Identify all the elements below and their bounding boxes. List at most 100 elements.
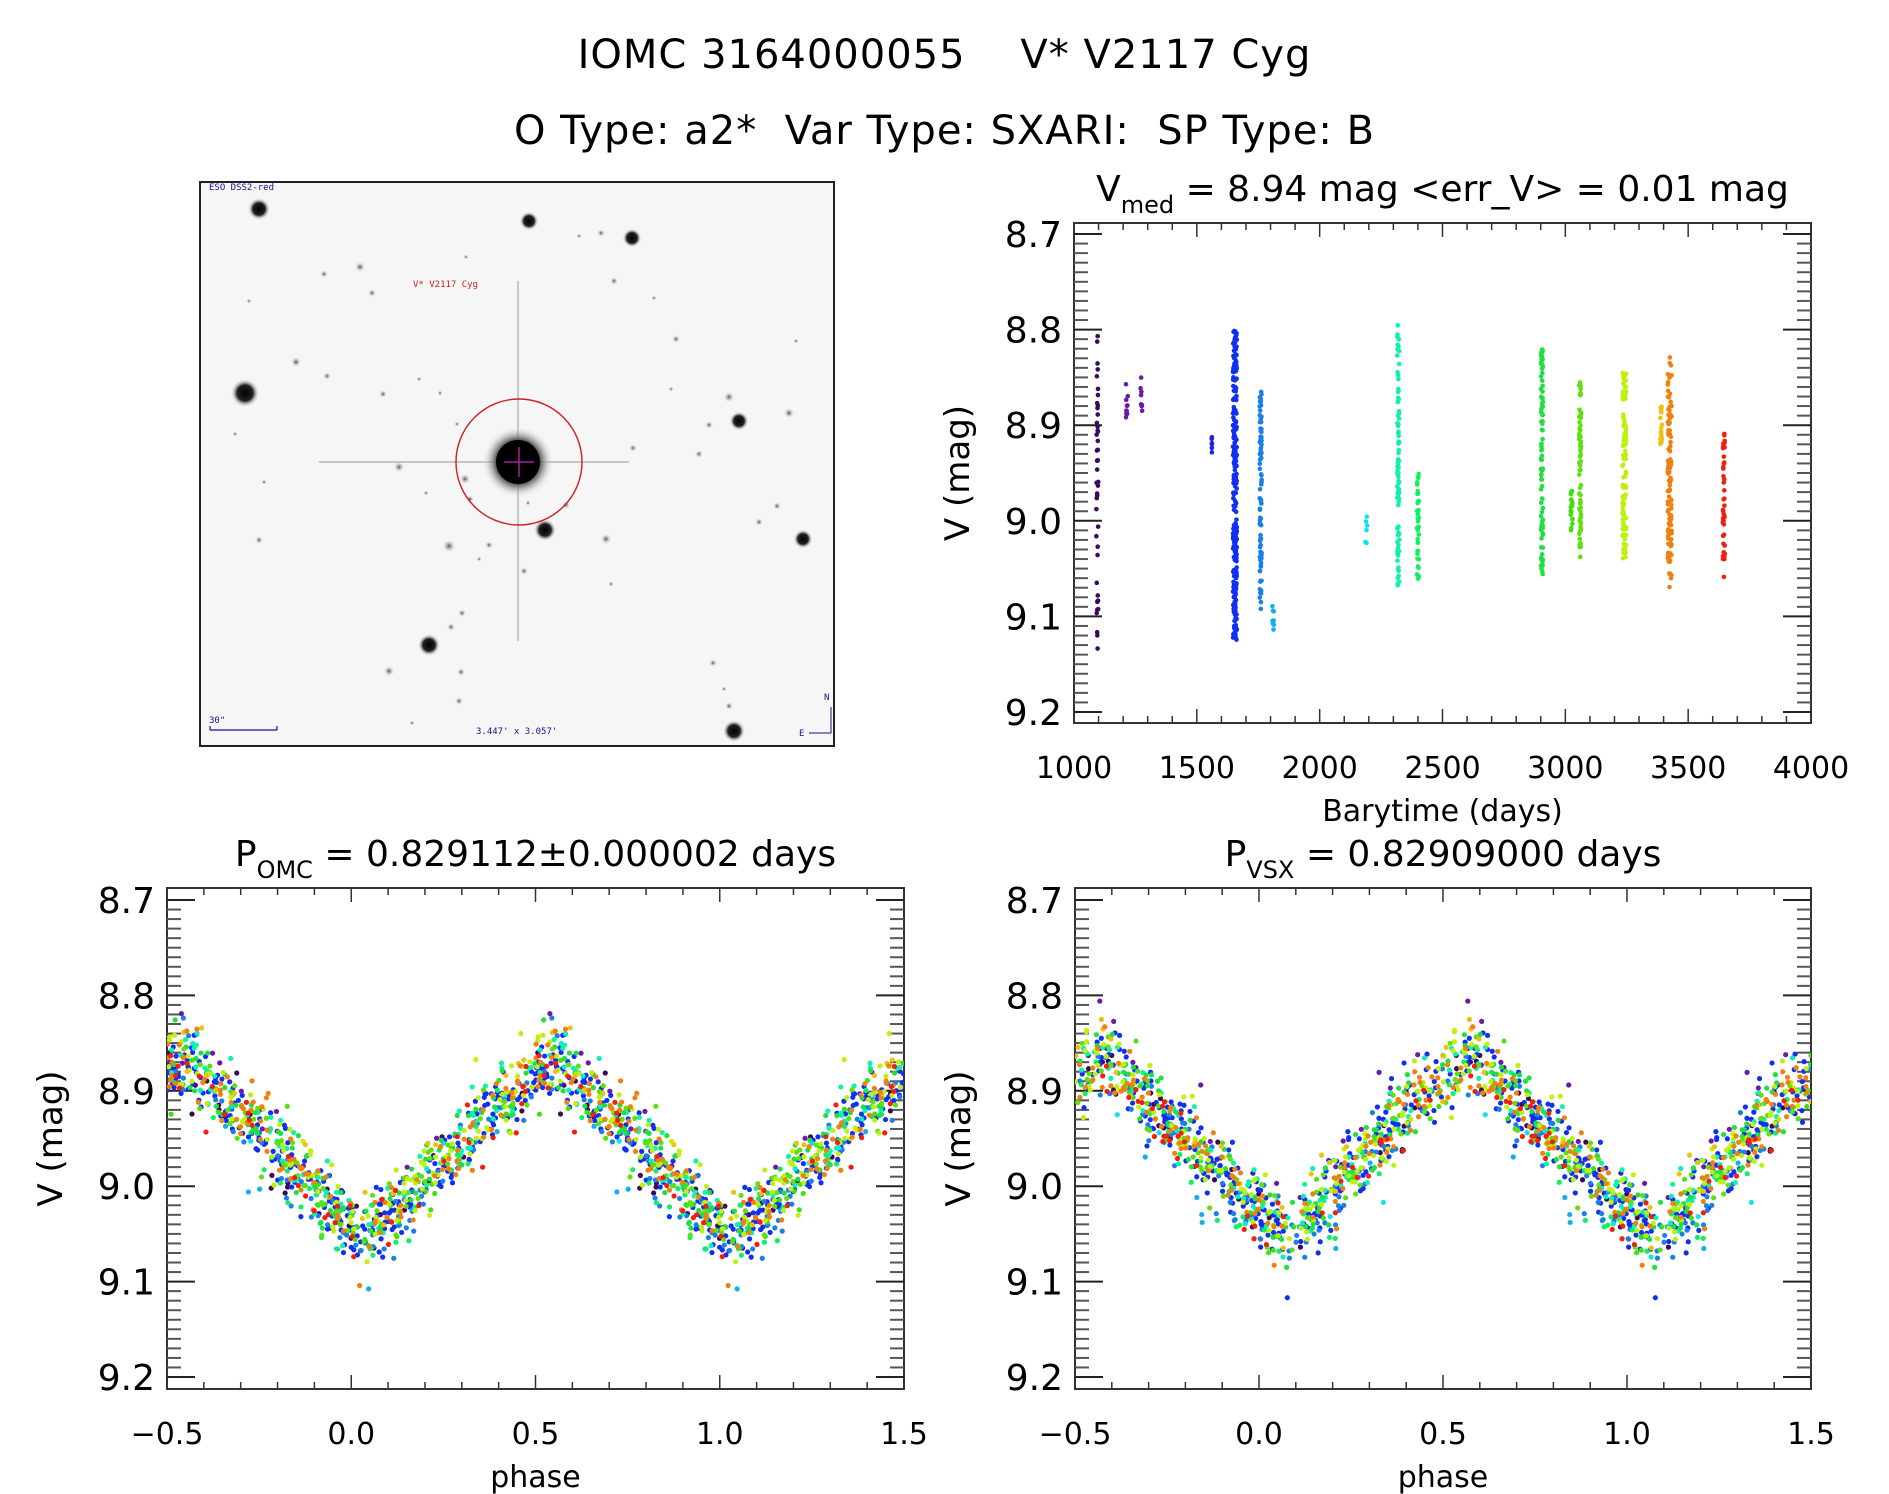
data-point xyxy=(1578,512,1584,518)
field-star xyxy=(484,540,494,550)
data-point xyxy=(241,1139,247,1145)
data-point xyxy=(752,1214,759,1221)
field-star xyxy=(576,233,582,239)
field-star xyxy=(437,390,443,396)
data-point xyxy=(664,1133,670,1139)
data-point xyxy=(1599,1210,1605,1217)
data-point xyxy=(1258,389,1264,395)
data-point xyxy=(815,1134,821,1140)
data-point xyxy=(762,1167,768,1173)
data-point xyxy=(1175,1161,1182,1167)
data-point xyxy=(689,1186,695,1192)
data-point xyxy=(1204,1190,1210,1196)
data-point xyxy=(1431,1078,1437,1085)
data-point xyxy=(1362,1156,1369,1162)
data-point xyxy=(1755,1132,1761,1138)
data-point xyxy=(1491,1054,1497,1060)
data-point xyxy=(1336,1207,1342,1214)
field-star xyxy=(354,261,366,273)
data-point xyxy=(1387,1132,1393,1138)
data-point xyxy=(503,1072,509,1079)
data-point xyxy=(1737,1167,1743,1173)
data-point xyxy=(1768,1110,1774,1116)
data-point xyxy=(647,1138,653,1144)
data-point xyxy=(231,1090,238,1096)
data-point xyxy=(1217,1162,1223,1169)
data-point xyxy=(814,1156,821,1162)
data-point xyxy=(250,1126,256,1132)
data-point xyxy=(1590,1165,1596,1172)
data-point xyxy=(202,1065,208,1071)
data-point xyxy=(1267,1209,1273,1215)
data-point xyxy=(1657,441,1663,447)
data-point xyxy=(1415,488,1421,494)
data-point xyxy=(466,1139,472,1146)
data-point xyxy=(1578,554,1583,560)
data-point xyxy=(283,1195,290,1201)
data-point xyxy=(1522,1078,1529,1084)
data-point xyxy=(1400,1110,1406,1116)
data-point xyxy=(1498,1064,1504,1070)
data-point xyxy=(420,1161,426,1167)
data-point xyxy=(558,1057,564,1063)
data-point xyxy=(1258,451,1264,456)
field-star xyxy=(446,622,456,632)
data-point xyxy=(606,1124,612,1130)
data-point xyxy=(1628,1199,1634,1205)
data-point xyxy=(1539,378,1545,384)
field-star xyxy=(609,276,619,286)
data-point xyxy=(1654,1255,1661,1261)
data-point xyxy=(1488,1079,1494,1085)
data-point xyxy=(1620,414,1626,420)
data-point xyxy=(1125,1071,1132,1077)
data-point xyxy=(417,1153,423,1159)
data-point xyxy=(769,1180,776,1187)
data-point xyxy=(1396,411,1402,417)
data-point xyxy=(1094,374,1100,379)
data-point xyxy=(1083,1029,1090,1035)
data-point xyxy=(1396,1085,1402,1091)
data-point xyxy=(1426,1093,1432,1099)
data-point xyxy=(1627,1182,1633,1188)
data-point xyxy=(1759,1162,1765,1168)
data-point xyxy=(757,1207,763,1214)
data-point xyxy=(1670,1181,1676,1187)
data-point xyxy=(1667,572,1673,577)
data-point xyxy=(578,1083,584,1090)
data-point xyxy=(472,1098,478,1104)
data-point xyxy=(653,1103,659,1109)
data-point xyxy=(498,1060,505,1066)
data-point xyxy=(750,1210,756,1216)
x-axis-label: phase xyxy=(1398,1460,1489,1494)
data-point xyxy=(1178,1116,1184,1122)
data-point xyxy=(213,1087,219,1093)
data-point xyxy=(339,1243,346,1249)
data-point xyxy=(1081,1105,1087,1111)
data-point xyxy=(1145,1122,1151,1128)
data-point xyxy=(1789,1055,1796,1061)
data-point xyxy=(1530,1116,1536,1123)
data-point xyxy=(1496,1106,1502,1112)
data-point xyxy=(168,1053,174,1059)
data-point xyxy=(1233,584,1238,590)
data-point xyxy=(1654,1235,1660,1242)
data-point xyxy=(1614,1179,1620,1185)
data-point xyxy=(377,1230,383,1236)
field-star xyxy=(247,197,271,221)
data-point xyxy=(454,1147,461,1154)
data-point xyxy=(518,1030,524,1037)
data-point xyxy=(841,1139,847,1145)
data-point xyxy=(257,1136,263,1143)
data-point xyxy=(1621,376,1627,382)
data-point xyxy=(1620,1194,1626,1200)
data-point xyxy=(281,1122,287,1128)
data-point xyxy=(223,1117,229,1124)
data-point xyxy=(581,1097,587,1103)
data-point xyxy=(1376,1121,1382,1127)
data-point xyxy=(1759,1115,1765,1121)
data-point xyxy=(1709,1169,1715,1175)
data-point xyxy=(663,1160,669,1166)
data-point xyxy=(1209,450,1215,455)
data-point xyxy=(683,1182,689,1188)
data-point xyxy=(1395,491,1401,496)
